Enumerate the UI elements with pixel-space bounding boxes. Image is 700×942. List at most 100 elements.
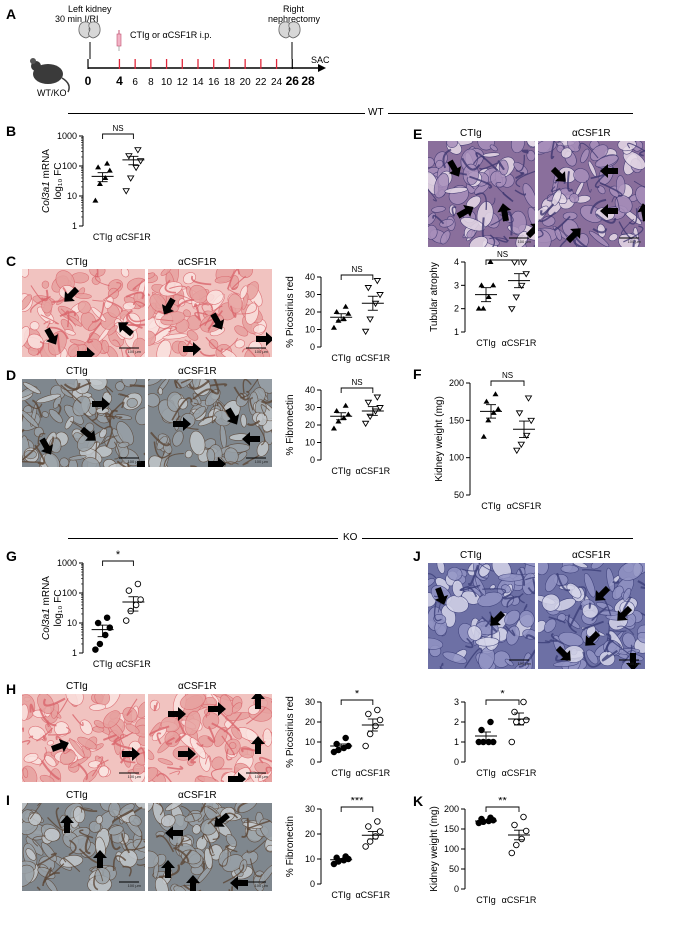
chart-j: 0 1 2 3 CTIg αCSF1R * <box>425 688 565 790</box>
micrograph-d-acsf1r: 100 μm <box>148 379 272 467</box>
header-h-ctig: CTIg <box>66 681 88 692</box>
significance-label: *** <box>351 797 365 807</box>
significance-label: NS <box>502 371 513 380</box>
timeline-day-label: 20 <box>240 77 252 88</box>
data-point-ctig <box>342 303 349 309</box>
data-point-ctig <box>340 415 347 420</box>
significance-bracket <box>102 560 134 566</box>
scale-bar-label: 100 μm <box>254 349 268 354</box>
arrow-marker <box>39 437 54 455</box>
x-category-label: CTIg <box>476 338 496 348</box>
arrow-marker <box>80 426 96 441</box>
chart-b: 1 10 100 1000 Col3a1 mRNA log₁₀ FC CTIg αCSF1R N… <box>20 120 180 245</box>
data-point-ctig <box>487 259 494 264</box>
data-point-acsf1r <box>132 164 140 172</box>
arrow-marker <box>92 397 110 411</box>
y-tick-label: 1 <box>454 737 459 747</box>
data-point-acsf1r <box>372 722 379 730</box>
micrograph-canvas <box>428 563 535 669</box>
significance-bracket <box>340 274 374 280</box>
y-tick-label: 100 <box>444 844 459 854</box>
wt-divider-left <box>68 113 365 114</box>
micrograph-canvas <box>148 803 272 891</box>
data-point-acsf1r <box>125 587 133 594</box>
data-point-acsf1r <box>132 601 140 609</box>
y-tick-label: 0 <box>310 455 315 465</box>
arrow-marker <box>230 876 248 890</box>
y-tick-label: 20 <box>305 717 315 727</box>
data-point-ctig <box>92 646 99 653</box>
y-tick-label: 150 <box>449 415 464 425</box>
arrow-marker <box>93 850 107 868</box>
micrograph-i-acsf1r: 100 μm <box>148 803 272 891</box>
wt-section-label: WT <box>368 107 384 118</box>
treatment-label: CTIg or αCSF1R i.p. <box>130 30 212 40</box>
y-tick-label: 0 <box>310 879 315 889</box>
arrow-marker <box>497 203 512 222</box>
chart-svg: 0 10 20 30 % Picosirius red CTIg αCSF1R * <box>285 688 391 778</box>
arrow-marker <box>122 747 140 761</box>
arrow-marker <box>137 461 145 467</box>
arrow-marker <box>600 164 618 178</box>
arrow-marker <box>626 653 640 669</box>
data-point-ctig <box>490 282 497 288</box>
timeline-day-label: 6 <box>132 77 138 88</box>
data-point-acsf1r <box>361 328 370 336</box>
arrow-marker <box>251 694 265 709</box>
scale-bar-label: 100 μm <box>627 661 641 666</box>
panel-label-a: A <box>6 6 17 22</box>
right-label: Right <box>283 4 305 14</box>
data-point-ctig <box>335 317 342 323</box>
data-point-ctig <box>335 746 342 754</box>
data-point-acsf1r <box>365 710 372 718</box>
x-category-label: αCSF1R <box>116 232 151 242</box>
panel-label-d: D <box>6 367 17 383</box>
arrow-marker <box>256 332 272 346</box>
data-point-ctig <box>489 738 497 746</box>
data-point-acsf1r <box>511 821 518 829</box>
arrow-marker <box>214 812 230 827</box>
panel-label-f: F <box>413 366 422 382</box>
timeline-day-label: 16 <box>208 77 220 88</box>
arrow-marker <box>225 407 240 425</box>
x-category-label: CTIg <box>331 466 351 476</box>
header-h-acsf1r: αCSF1R <box>178 681 217 692</box>
y-tick-label: 1 <box>72 221 77 231</box>
syringe-icon <box>116 30 122 51</box>
nephrectomy-label: nephrectomy <box>268 14 321 24</box>
timeline-day-label: 4 <box>116 74 123 88</box>
data-point-ctig <box>335 418 342 424</box>
arrow-marker <box>178 747 196 761</box>
x-category-label: αCSF1R <box>502 338 537 348</box>
micrograph-i-ctig: 100 μm <box>22 803 145 891</box>
data-point-ctig <box>330 425 337 431</box>
data-point-acsf1r <box>361 420 370 428</box>
arrow-marker <box>50 739 69 753</box>
data-point-acsf1r <box>522 827 530 835</box>
data-point-acsf1r <box>362 742 369 750</box>
significance-label: * <box>500 690 505 700</box>
y-tick-label: 40 <box>305 385 315 395</box>
chart-d: 0 10 20 30 40 % Fibronectin CTIg αCSF1R NS <box>283 378 418 490</box>
arrow-marker <box>617 605 633 621</box>
significance-label: * <box>355 690 360 700</box>
arrow-marker <box>77 347 95 357</box>
y-tick-label: 10 <box>305 737 315 747</box>
data-point-ctig <box>490 409 497 415</box>
x-category-label: CTIg <box>331 890 351 900</box>
micrograph-canvas <box>538 563 645 669</box>
chart-k: 0 50 100 150 200 Kidney weight (mg) CTIg αCSF1R… <box>425 795 565 917</box>
micrograph-e-acsf1r: 100 μm <box>538 141 645 247</box>
data-point-ctig <box>485 294 492 299</box>
data-point-acsf1r <box>376 405 384 412</box>
data-point-ctig <box>104 160 111 166</box>
timeline-day-label: 0 <box>85 74 92 88</box>
chart-svg: 0 1 2 3 CTIg αCSF1R * <box>454 688 537 778</box>
data-point-ctig <box>485 417 492 423</box>
x-category-label: αCSF1R <box>507 501 542 511</box>
ko-section-label: KO <box>343 532 358 543</box>
data-point-ctig <box>333 309 340 314</box>
header-e-ctig: CTIg <box>460 128 482 139</box>
data-point-ctig <box>480 305 487 311</box>
y-tick-label: 100 <box>62 161 77 171</box>
